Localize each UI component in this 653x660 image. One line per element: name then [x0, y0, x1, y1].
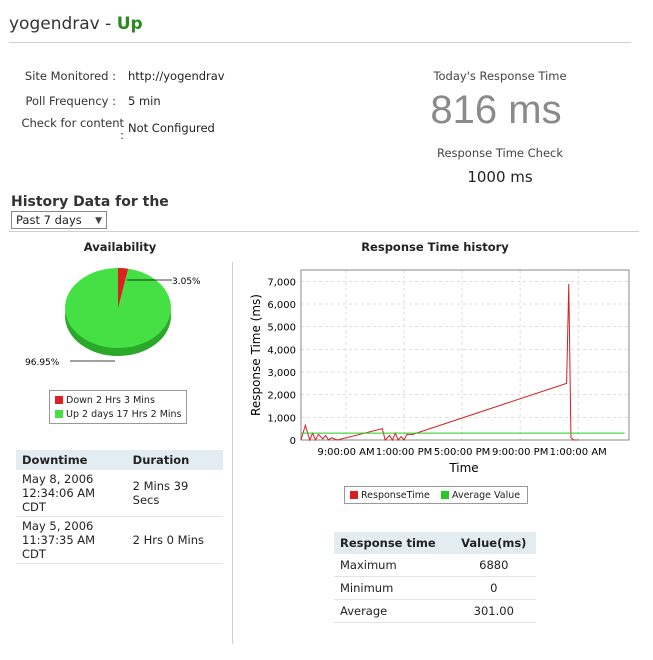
legend-average-swatch	[441, 491, 449, 499]
down-pct-label: 3.05%	[172, 277, 201, 287]
stat-value: 301.00	[473, 604, 514, 618]
legend-average: Average Value	[441, 490, 520, 501]
table-row: Minimum 0	[334, 577, 536, 600]
legend-up-swatch	[55, 410, 63, 418]
header-divider	[9, 42, 631, 43]
legend-up-label: Up 2 days 17 Hrs 2 Mins	[66, 409, 182, 420]
downtime-date: May 8, 2006	[22, 472, 94, 486]
y-tick-label: 5,000	[267, 323, 296, 334]
y-axis-label: Response Time (ms)	[249, 294, 263, 416]
stats-table: Response time Value(ms) Maximum 6880 Min…	[334, 532, 536, 623]
x-tick-label: 1:00:00 AM	[550, 447, 607, 458]
content-colon: :	[120, 128, 124, 142]
downtime-cell: May 5, 2006 11:37:35 AM CDT	[16, 517, 127, 564]
table-row: May 5, 2006 11:37:35 AM CDT 2 Hrs 0 Mins	[16, 517, 223, 564]
table-row: Average 301.00	[334, 600, 536, 623]
x-tick-label: 9:00:00 PM	[492, 447, 548, 458]
response-time-line	[300, 284, 579, 442]
status-label: Up	[116, 14, 143, 34]
content-label: Check for content	[21, 116, 124, 130]
legend-response-time-label: ResponseTime	[361, 490, 430, 501]
duration-cell: 2 Hrs 0 Mins	[132, 533, 205, 547]
table-row: May 8, 2006 12:34:06 AM CDT 2 Mins 39 Se…	[16, 470, 223, 517]
legend-response-time-swatch	[350, 491, 358, 499]
x-axis-label: Time	[448, 461, 478, 475]
legend-down-label: Down 2 Hrs 3 Mins	[66, 395, 155, 406]
y-tick-label: 4,000	[267, 345, 296, 356]
downtime-header: Downtime	[22, 453, 88, 467]
stat-value: 6880	[479, 558, 509, 572]
y-tick-label: 0	[290, 436, 296, 447]
stats-table-header: Response time Value(ms)	[334, 532, 536, 554]
title-separator: -	[105, 14, 112, 34]
up-pct-label: 96.95%	[25, 358, 60, 368]
page-title: yogendrav - Up	[9, 14, 143, 34]
poll-value: 5 min	[128, 94, 161, 108]
legend-up: Up 2 days 17 Hrs 2 Mins	[55, 409, 182, 420]
monitor-name: yogendrav	[9, 14, 100, 34]
legend-response-time: ResponseTime	[350, 490, 430, 501]
stat-label: Minimum	[340, 581, 394, 595]
legend-down: Down 2 Hrs 3 Mins	[55, 395, 155, 406]
y-tick-label: 2,000	[267, 391, 296, 402]
availability-pie: 3.05% 96.95%	[25, 268, 201, 368]
downtime-time: 11:37:35 AM CDT	[22, 533, 96, 561]
chart-grid	[301, 270, 629, 441]
y-tick-label: 6,000	[267, 300, 296, 311]
response-time-chart: 0 1,000 2,000 3,000 4,000 5,000 6,000 7,000 9:0…	[249, 269, 630, 475]
downtime-time: 12:34:06 AM CDT	[22, 486, 96, 514]
chart-legend: ResponseTime Average Value	[344, 486, 528, 504]
duration-header: Duration	[132, 453, 190, 467]
stats-label-header: Response time	[340, 536, 436, 550]
chevron-down-icon: ▼	[95, 216, 102, 226]
x-axis-ticks: 9:00:00 AM 1:00:00 PM 5:00:00 PM 9:00:00 PM…	[317, 447, 606, 458]
content-value: Not Configured	[128, 121, 215, 135]
todays-response-label: Today's Response Time	[433, 69, 567, 83]
downtime-table: Downtime Duration May 8, 2006 12:34:06 A…	[16, 450, 223, 564]
history-divider	[9, 231, 639, 232]
pie-slice-down	[118, 268, 129, 308]
site-label: Site Monitored :	[24, 69, 116, 83]
legend-down-swatch	[55, 396, 63, 404]
stat-label: Maximum	[340, 558, 397, 572]
plot-area	[300, 269, 630, 441]
todays-response-value: 816 ms	[430, 88, 562, 132]
table-row: Maximum 6880	[334, 554, 536, 577]
response-check-label: Response Time Check	[436, 146, 564, 160]
x-tick-label: 9:00:00 AM	[317, 447, 374, 458]
downtime-cell: May 8, 2006 12:34:06 AM CDT	[16, 470, 127, 517]
x-tick-label: 5:00:00 PM	[434, 447, 490, 458]
legend-average-label: Average Value	[452, 490, 521, 501]
stat-value: 0	[490, 581, 498, 595]
y-tick-label: 7,000	[267, 277, 296, 288]
x-tick-label: 1:00:00 PM	[376, 447, 432, 458]
chart-series	[300, 284, 625, 442]
site-value: http://yogendrav	[128, 69, 225, 83]
duration-cell: 2 Mins 39 Secs	[132, 479, 189, 507]
history-title: History Data for the	[11, 194, 169, 210]
availability-legend: Down 2 Hrs 3 Mins Up 2 days 17 Hrs 2 Min…	[49, 390, 187, 424]
column-divider	[232, 262, 233, 644]
stats-value-header: Value(ms)	[461, 536, 527, 550]
chart-title: Response Time history	[361, 240, 509, 254]
availability-title: Availability	[83, 240, 157, 254]
response-check-value: 1000 ms	[467, 168, 533, 186]
downtime-date: May 5, 2006	[22, 519, 94, 533]
stat-label: Average	[340, 604, 388, 618]
y-axis-ticks: 0 1,000 2,000 3,000 4,000 5,000 6,000 7,000	[267, 277, 296, 447]
downtime-table-header: Downtime Duration	[16, 450, 223, 470]
y-tick-label: 3,000	[267, 368, 296, 379]
period-select-value: Past 7 days	[16, 213, 82, 227]
period-select[interactable]: Past 7 days ▼	[11, 211, 107, 229]
y-tick-label: 1,000	[267, 413, 296, 424]
poll-label: Poll Frequency :	[25, 94, 116, 108]
